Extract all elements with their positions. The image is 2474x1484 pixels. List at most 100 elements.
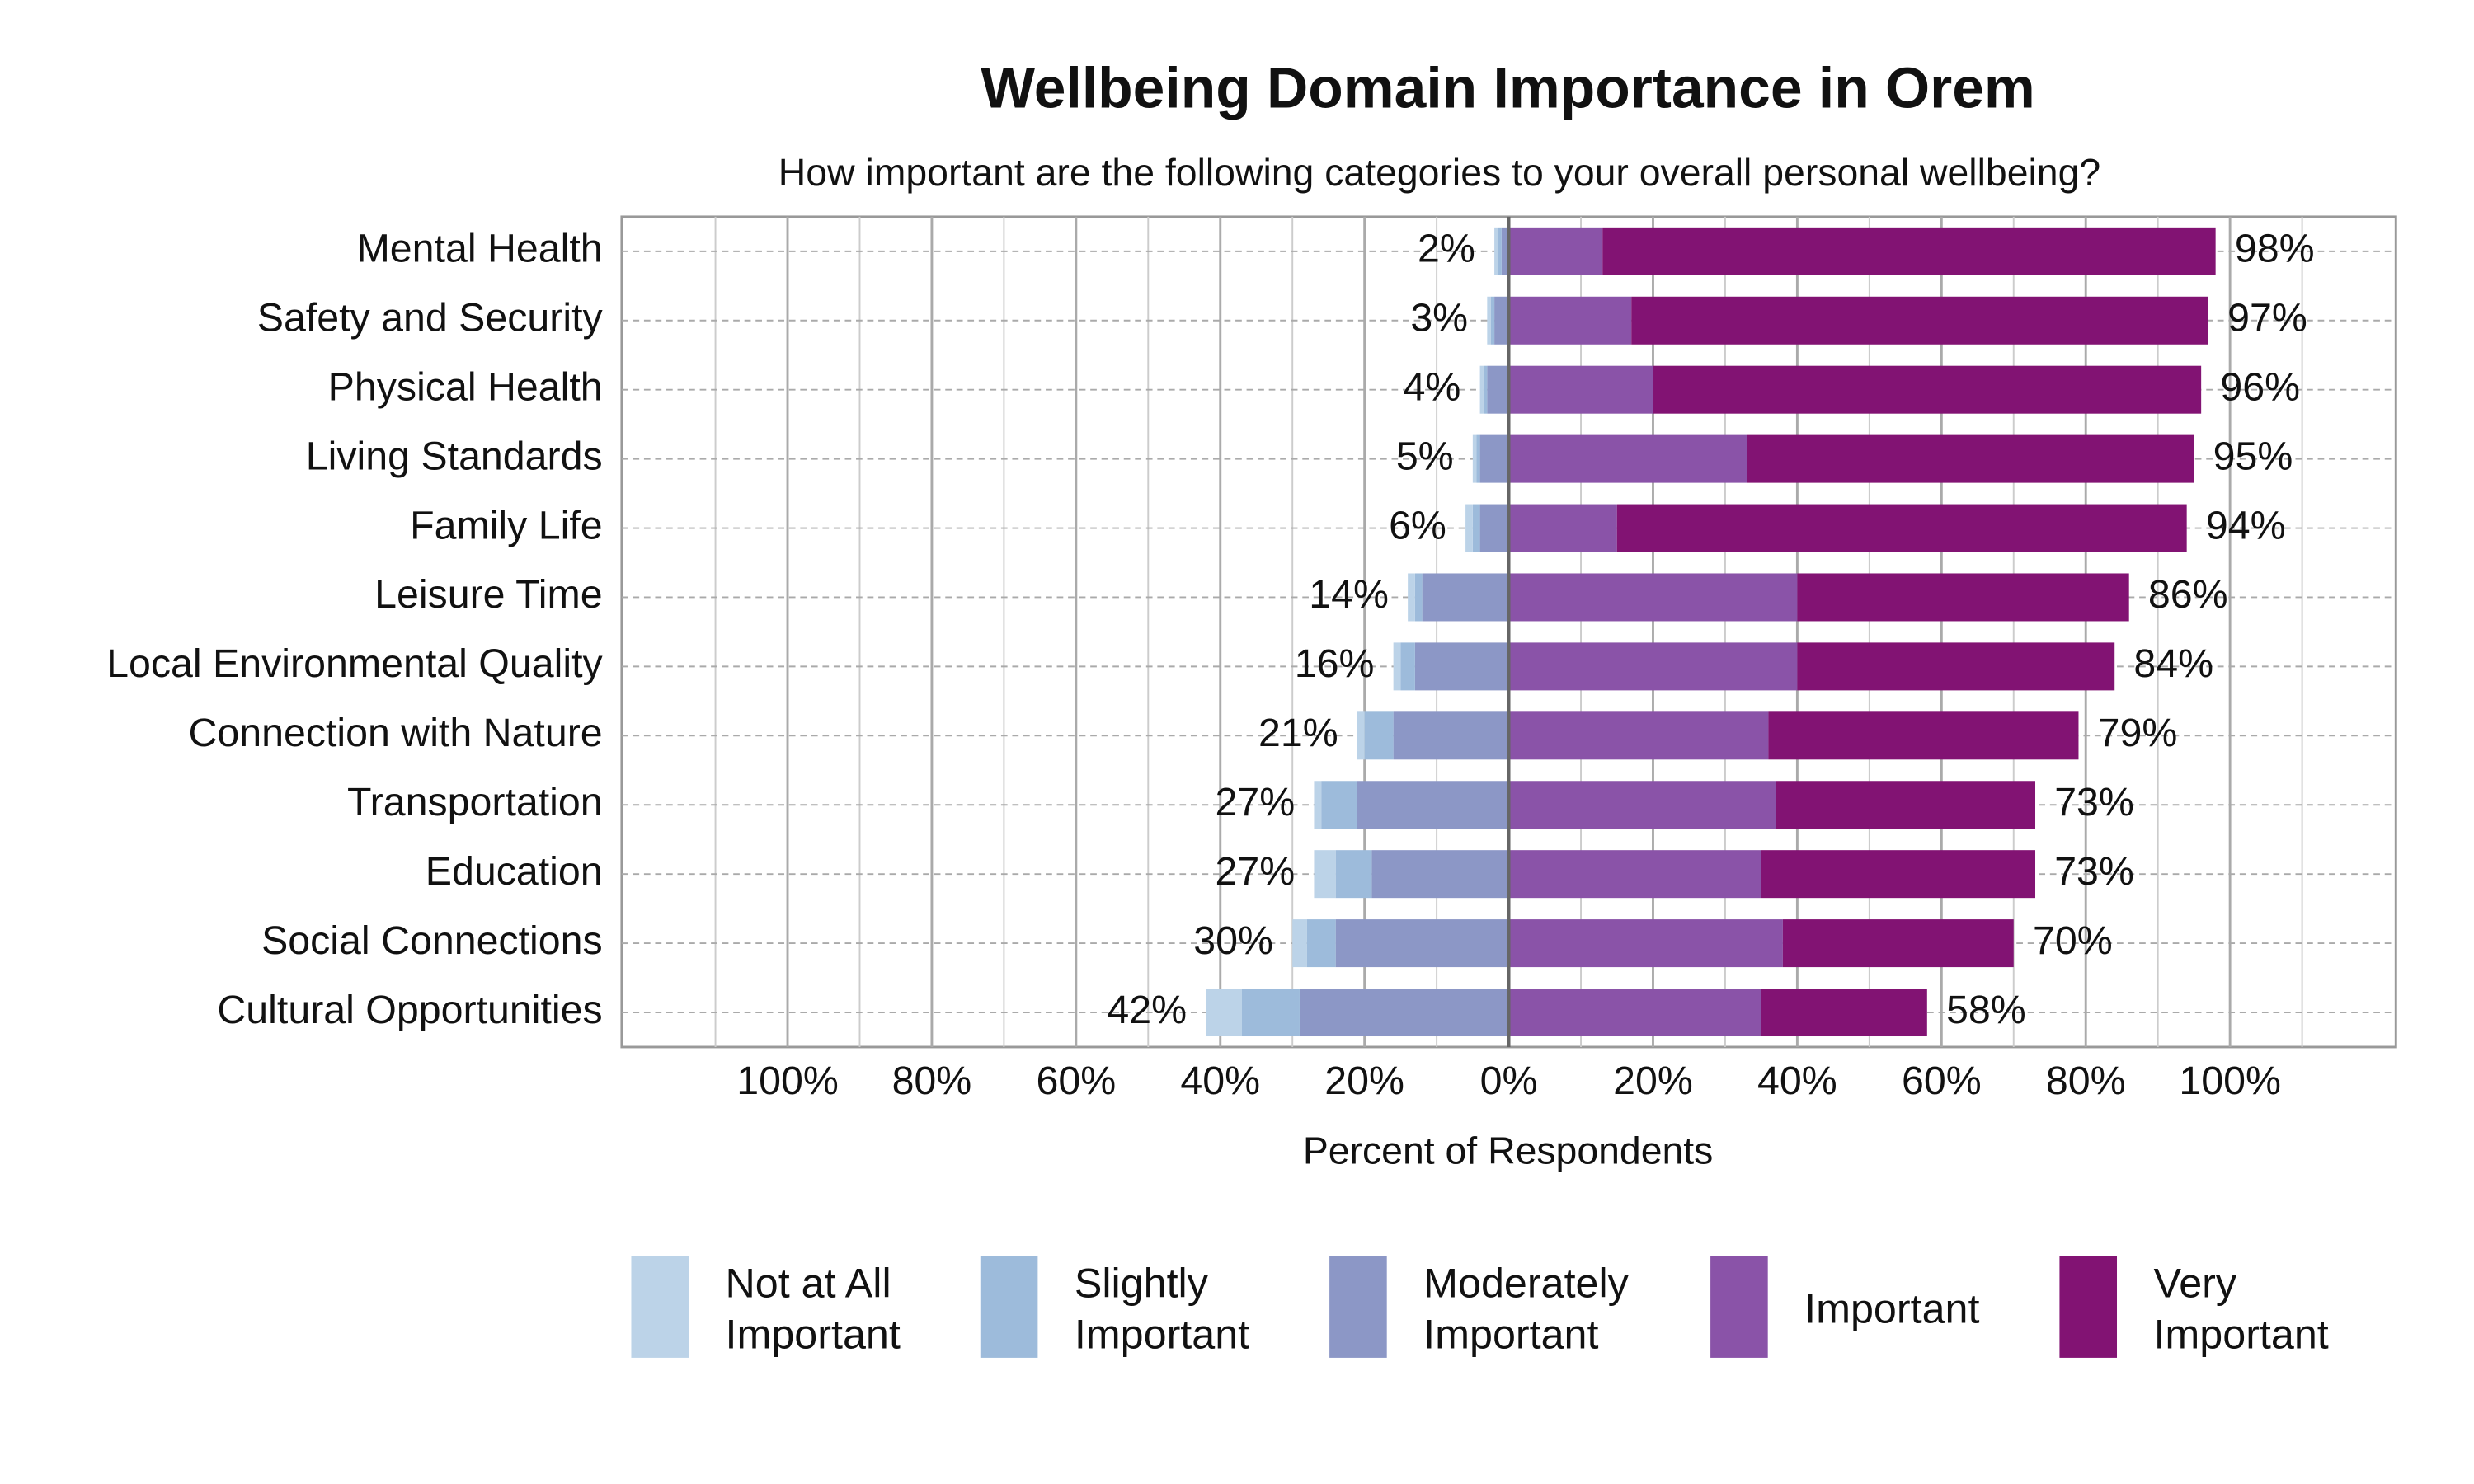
legend-entry: Very Important <box>2153 1259 2329 1358</box>
legend-entry: Not at All Important <box>725 1259 901 1358</box>
bar-segment <box>1508 850 1761 899</box>
bar-segment <box>1487 365 1509 414</box>
bar-segment <box>1321 781 1357 829</box>
negative-total-label: 16% <box>1295 641 1375 686</box>
bar-segment <box>1393 711 1509 760</box>
bar-segment <box>1357 781 1509 829</box>
legend-swatch <box>980 1256 1038 1358</box>
bar-segment <box>1508 642 1798 691</box>
positive-total-label: 58% <box>1946 988 2026 1032</box>
legend-label: Important <box>1804 1284 1980 1332</box>
bar-segment <box>1508 711 1769 760</box>
bar-segment <box>1357 711 1365 760</box>
x-axis-label: Percent of Respondents <box>1303 1129 1714 1172</box>
bar-segment <box>1465 504 1473 552</box>
x-tick-label: 40% <box>1180 1059 1260 1103</box>
y-tick-label: Connection with Nature <box>188 711 602 755</box>
bar-segment <box>1393 642 1401 691</box>
negative-total-label: 21% <box>1258 711 1338 755</box>
bar-segment <box>1364 711 1394 760</box>
bar-segment <box>1508 434 1747 483</box>
legend-entry: Slightly Important <box>1074 1259 1250 1358</box>
bar-segment <box>1479 434 1509 483</box>
bar-segment <box>1292 919 1307 968</box>
bar-segment <box>1508 781 1776 829</box>
negative-total-label: 4% <box>1404 364 1461 409</box>
legend-swatch <box>631 1256 689 1358</box>
bar-segment <box>1306 919 1336 968</box>
positive-total-label: 73% <box>2054 780 2134 824</box>
bar-segment <box>1335 850 1372 899</box>
bar-segment <box>1797 573 2129 622</box>
legend-label: Very Important <box>2153 1259 2329 1358</box>
y-tick-label: Leisure Time <box>374 572 603 617</box>
bar-segment <box>1782 919 2014 968</box>
legend-label: Moderately Important <box>1423 1259 1629 1358</box>
bar-segment <box>1314 781 1322 829</box>
legend-swatch <box>2059 1256 2118 1358</box>
bar-segment <box>1602 227 2216 275</box>
negative-total-label: 2% <box>1418 227 1475 271</box>
bar-segment <box>1616 504 2187 552</box>
bar-segment <box>1483 365 1488 414</box>
x-tick-label: 60% <box>1902 1059 1982 1103</box>
chart-subtitle: How important are the following categori… <box>778 151 2100 194</box>
negative-total-label: 27% <box>1216 849 1296 894</box>
bar-segment <box>1400 642 1415 691</box>
bar-segment <box>1422 573 1509 622</box>
bar-segment <box>1487 296 1491 345</box>
y-tick-label: Family Life <box>410 503 603 547</box>
positive-total-label: 84% <box>2133 641 2213 686</box>
bar-segment <box>1494 296 1509 345</box>
y-tick-label: Education <box>426 849 603 894</box>
x-tick-label: 60% <box>1036 1059 1116 1103</box>
y-tick-label: Living Standards <box>306 434 603 478</box>
bar-segment <box>1479 365 1484 414</box>
negative-total-label: 42% <box>1107 988 1187 1032</box>
negative-total-label: 3% <box>1410 296 1468 340</box>
negative-total-label: 5% <box>1396 434 1454 478</box>
bar-segment <box>1472 434 1477 483</box>
x-tick-label: 0% <box>1480 1059 1538 1103</box>
negative-total-label: 6% <box>1389 503 1446 547</box>
bar-segment <box>1490 296 1495 345</box>
bar-segment <box>1335 919 1509 968</box>
positive-total-label: 95% <box>2213 434 2293 478</box>
bar-segment <box>1508 365 1653 414</box>
bar-segment <box>1761 850 2036 899</box>
bar-segment <box>1768 711 2079 760</box>
bar-segment <box>1314 850 1336 899</box>
x-tick-label: 100% <box>736 1059 839 1103</box>
positive-total-label: 94% <box>2206 503 2286 547</box>
x-tick-label: 80% <box>892 1059 972 1103</box>
legend-label: Slightly Important <box>1074 1259 1250 1358</box>
bar-segment <box>1299 989 1509 1037</box>
bar-segment <box>1501 227 1509 275</box>
bar-segment <box>1761 989 1927 1037</box>
x-tick-label: 20% <box>1324 1059 1404 1103</box>
bar-segment <box>1206 989 1242 1037</box>
positive-total-label: 70% <box>2033 918 2113 963</box>
y-tick-label: Local Environmental Quality <box>106 641 603 686</box>
bar-segment <box>1476 434 1480 483</box>
positive-total-label: 97% <box>2227 296 2307 340</box>
x-tick-label: 80% <box>2046 1059 2126 1103</box>
x-tick-label: 100% <box>2179 1059 2281 1103</box>
bar-segment <box>1508 573 1798 622</box>
negative-total-label: 14% <box>1309 572 1389 617</box>
bar-segment <box>1797 642 2115 691</box>
chart-title: Wellbeing Domain Importance in Orem <box>981 55 2034 120</box>
legend-swatch <box>1710 1256 1768 1358</box>
bar-segment <box>1508 989 1761 1037</box>
legend-label: Not at All Important <box>725 1259 901 1358</box>
bar-segment <box>1747 434 2194 483</box>
negative-total-label: 30% <box>1193 918 1273 963</box>
positive-total-label: 73% <box>2054 849 2134 894</box>
bar-segment <box>1653 365 2202 414</box>
bar-segment <box>1479 504 1509 552</box>
bar-segment <box>1508 919 1783 968</box>
y-tick-label: Mental Health <box>357 227 603 271</box>
bar-segment <box>1508 296 1632 345</box>
